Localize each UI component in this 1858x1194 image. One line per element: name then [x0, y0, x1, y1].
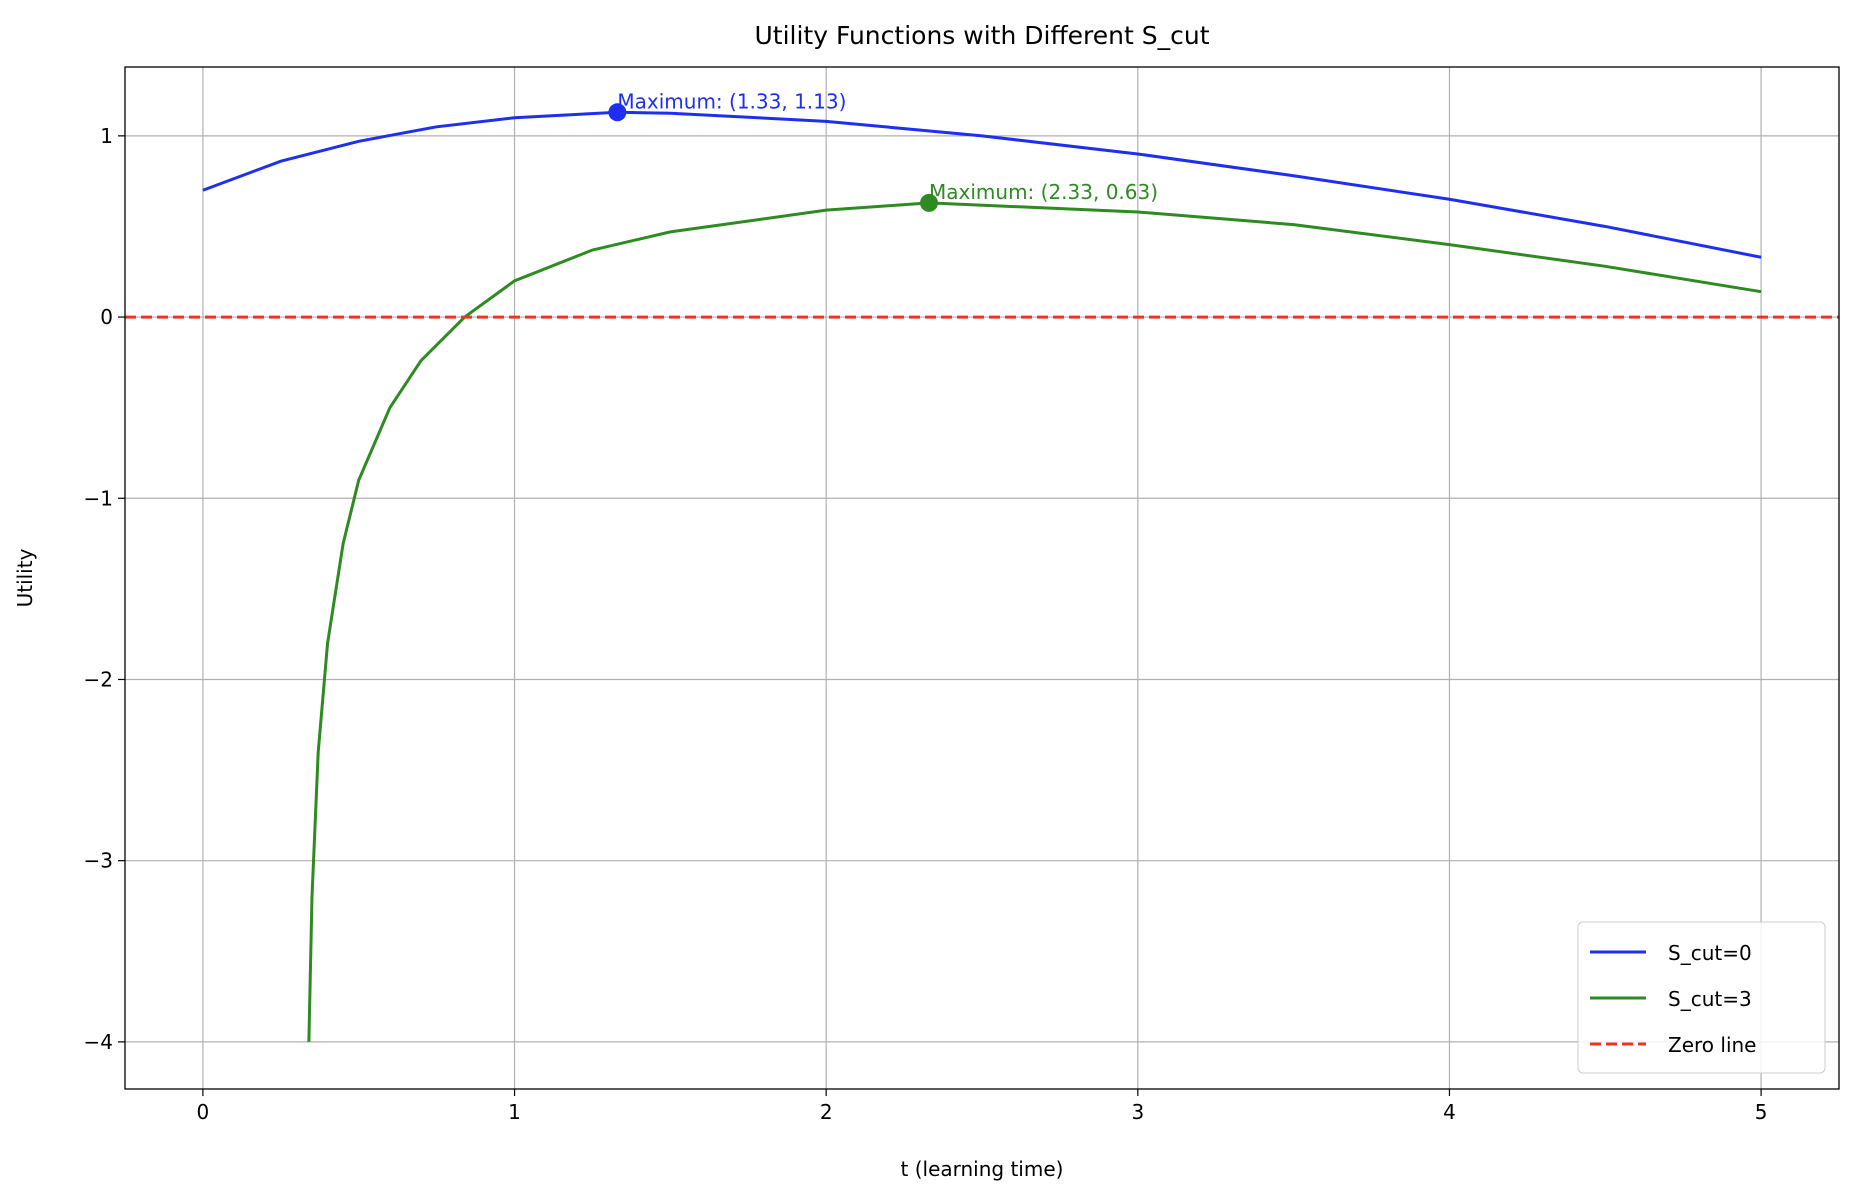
y-tick-label: −1	[84, 486, 113, 510]
x-tick-label: 1	[508, 1100, 521, 1124]
max-point	[608, 103, 627, 122]
data-line	[307, 201, 1762, 1042]
y-axis-label: Utility	[13, 548, 37, 607]
legend-box	[1577, 921, 1826, 1074]
y-tick-label: 0	[100, 305, 113, 329]
legend: S_cut=0 S_cut=3 Zero line	[1577, 921, 1826, 1074]
legend-label: S_cut=0	[1668, 941, 1752, 965]
x-tick-label: 0	[197, 1100, 210, 1124]
y-tick-label: −4	[84, 1030, 113, 1054]
plot-frame	[124, 66, 1840, 1090]
y-tick-label: −2	[84, 667, 113, 691]
y-tick-label: −3	[84, 849, 113, 873]
legend-label: S_cut=3	[1668, 987, 1752, 1011]
x-tick-label: 5	[1755, 1100, 1768, 1124]
max-point	[920, 193, 939, 212]
chart-title: Utility Functions with Different S_cut	[754, 21, 1209, 50]
x-tick-label: 3	[1131, 1100, 1144, 1124]
annotation: Maximum: (1.33, 1.13)	[617, 89, 846, 113]
y-tick-label: 1	[100, 124, 113, 148]
data-line	[202, 110, 1762, 259]
legend-label: Zero line	[1668, 1033, 1756, 1057]
x-tick-label: 2	[820, 1100, 833, 1124]
x-tick-label: 4	[1443, 1100, 1456, 1124]
annotation: Maximum: (2.33, 0.63)	[929, 180, 1158, 204]
x-axis-label: t (learning time)	[901, 1157, 1064, 1181]
